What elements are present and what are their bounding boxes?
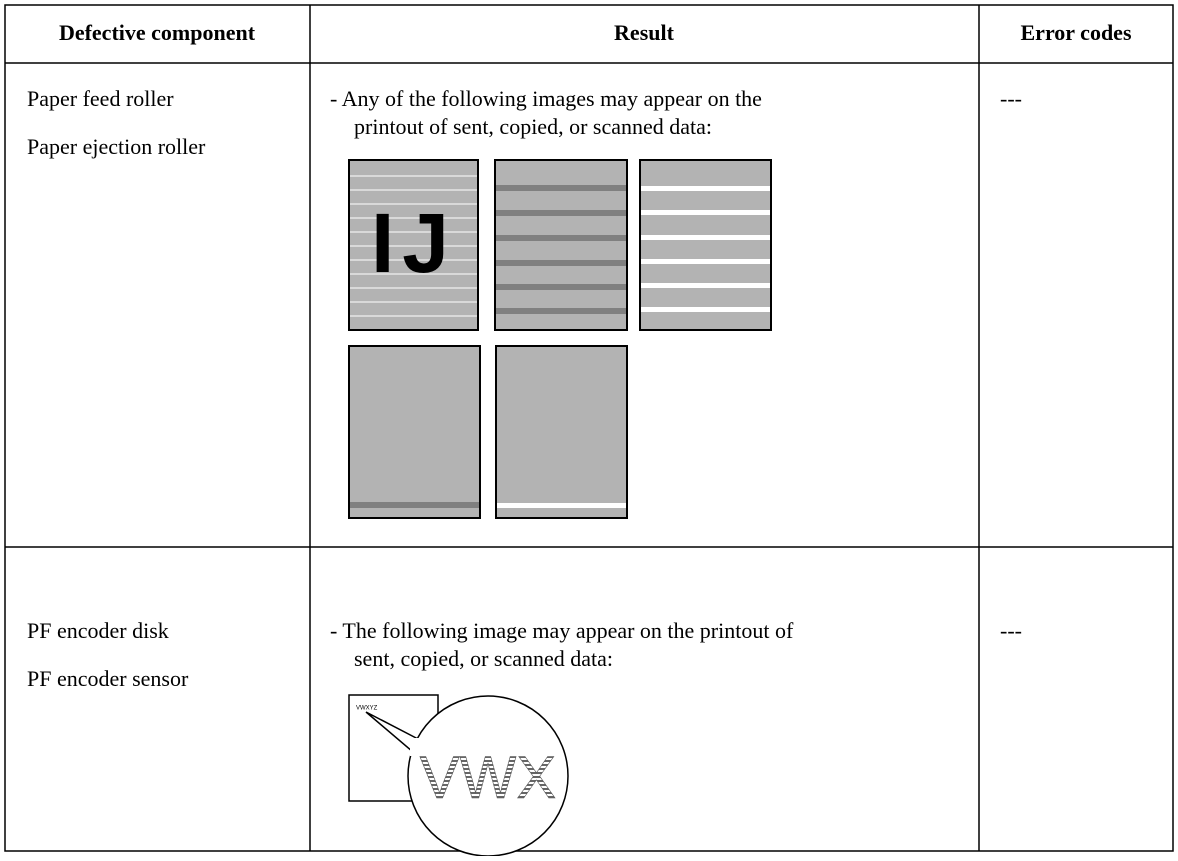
header-cell: Error codes (1021, 20, 1132, 45)
illustration-text: VWXYZ (356, 706, 378, 712)
printout-illustrations: IJ (348, 159, 772, 519)
result-text: sent, copied, or scanned data: (354, 646, 613, 671)
header-cell: Result (614, 20, 675, 45)
component: Paper feed roller (27, 86, 174, 111)
error-codes: --- (1000, 618, 1022, 643)
result-text: printout of sent, copied, or scanned dat… (354, 114, 712, 139)
component: PF encoder disk (27, 618, 169, 643)
component: Paper ejection roller (27, 134, 206, 159)
header-cell: Defective component (59, 20, 256, 45)
result-text: - Any of the following images may appear… (330, 86, 762, 111)
result-text: - The following image may appear on the … (330, 618, 794, 643)
encoder-illustration: VWXYZ VWX (348, 694, 569, 857)
magnified-text: VWX (420, 744, 557, 811)
illustration-text: IJ (371, 196, 457, 290)
table-rules (4, 4, 1174, 852)
component: PF encoder sensor (27, 666, 189, 691)
error-codes: --- (1000, 86, 1022, 111)
